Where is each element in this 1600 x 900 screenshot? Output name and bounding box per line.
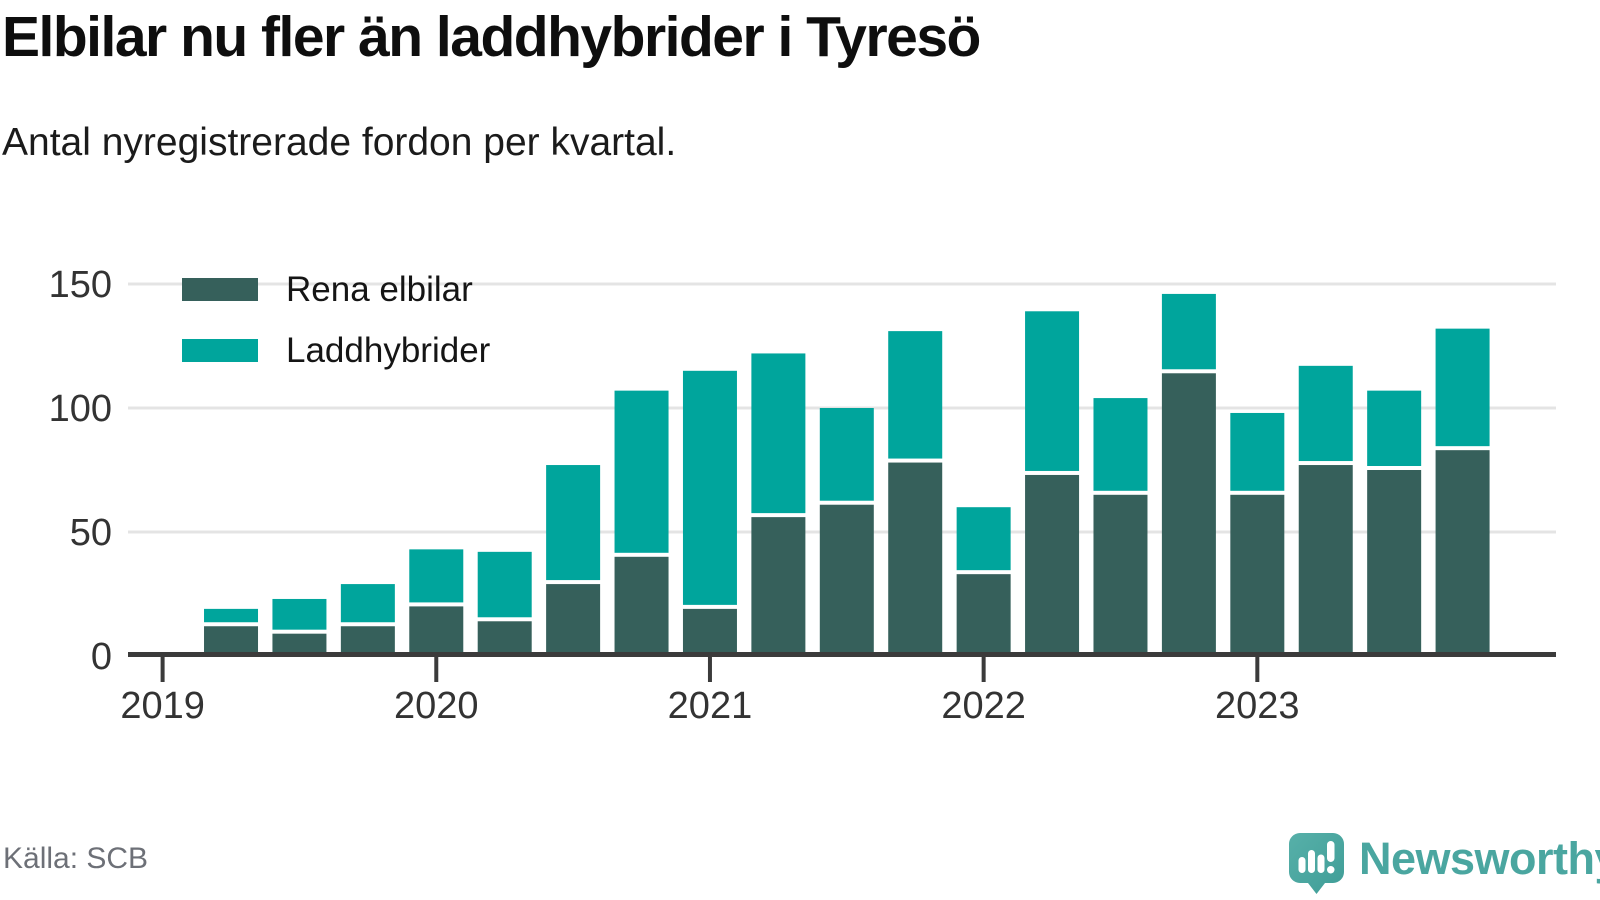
legend-label-ev: Rena elbilar — [286, 270, 473, 309]
bar-ev-segment — [477, 621, 532, 656]
bar-ev-segment — [1435, 450, 1490, 656]
bar-phev-segment — [682, 370, 737, 605]
page-title: Elbilar nu fler än laddhybrider i Tyresö — [2, 5, 981, 69]
legend-swatch-phev — [182, 339, 258, 362]
bar-ev-segment — [682, 608, 737, 656]
legend-item-ev: Rena elbilar — [182, 272, 490, 307]
bar-phev-segment — [546, 465, 601, 581]
bar-phev-segment — [956, 507, 1011, 571]
bar-phev-segment — [1093, 398, 1148, 491]
bar-phev-segment — [340, 584, 395, 623]
x-tick-label: 2020 — [394, 685, 479, 727]
bar-ev-segment — [204, 626, 259, 656]
bar-ev-segment — [1161, 373, 1216, 656]
bar-phev-segment — [409, 549, 464, 603]
bar-phev-segment — [204, 608, 259, 623]
bar-ev-segment — [956, 574, 1011, 656]
chart-subtitle: Antal nyregistrerade fordon per kvartal. — [2, 121, 677, 164]
legend-item-phev: Laddhybrider — [182, 333, 490, 368]
source-caption: Källa: SCB — [3, 842, 149, 875]
x-tick-label: 2023 — [1215, 685, 1300, 727]
bar-phev-segment — [1367, 390, 1422, 466]
bar-phev-segment — [1230, 412, 1285, 491]
y-tick-label: 150 — [49, 264, 112, 306]
bar-phev-segment — [819, 408, 874, 501]
y-tick-label: 50 — [70, 512, 112, 554]
brand-wordmark: Newsworthy — [1359, 833, 1600, 884]
y-tick-label: 0 — [91, 636, 112, 678]
x-tick-label: 2022 — [941, 685, 1026, 727]
x-tick-label: 2019 — [120, 685, 205, 727]
bar-ev-segment — [888, 462, 943, 656]
bar-phev-segment — [888, 331, 943, 459]
x-tick-label: 2021 — [668, 685, 753, 727]
bar-ev-segment — [819, 504, 874, 656]
bar-ev-segment — [1230, 494, 1285, 656]
bar-phev-segment — [614, 390, 669, 553]
legend-swatch-ev — [182, 278, 258, 301]
bar-ev-segment — [546, 584, 601, 656]
bar-ev-segment — [614, 556, 669, 656]
bar-ev-segment — [272, 633, 327, 656]
bar-phev-segment — [1435, 328, 1490, 447]
bar-ev-segment — [340, 626, 395, 656]
bar-phev-segment — [1298, 365, 1353, 462]
bar-ev-segment — [751, 517, 806, 656]
bar-phev-segment — [751, 353, 806, 514]
chart-legend: Rena elbilar Laddhybrider — [182, 272, 490, 368]
x-axis-line — [128, 652, 1556, 657]
y-tick-label: 100 — [49, 388, 112, 430]
bar-phev-segment — [1161, 293, 1216, 370]
legend-label-phev: Laddhybrider — [286, 331, 491, 370]
bar-ev-segment — [1367, 470, 1422, 656]
bar-ev-segment — [1093, 494, 1148, 656]
bar-ev-segment — [1298, 465, 1353, 656]
bar-phev-segment — [1025, 311, 1080, 471]
bar-phev-segment — [272, 598, 327, 630]
bar-ev-segment — [409, 606, 464, 656]
newsworthy-speech-bubble-chart-icon — [1289, 833, 1344, 894]
brand-logo: Newsworthy — [1288, 832, 1600, 895]
bar-ev-segment — [1025, 474, 1080, 656]
bar-phev-segment — [477, 551, 532, 618]
